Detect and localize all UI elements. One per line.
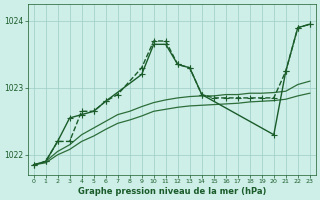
X-axis label: Graphe pression niveau de la mer (hPa): Graphe pression niveau de la mer (hPa) (77, 187, 266, 196)
